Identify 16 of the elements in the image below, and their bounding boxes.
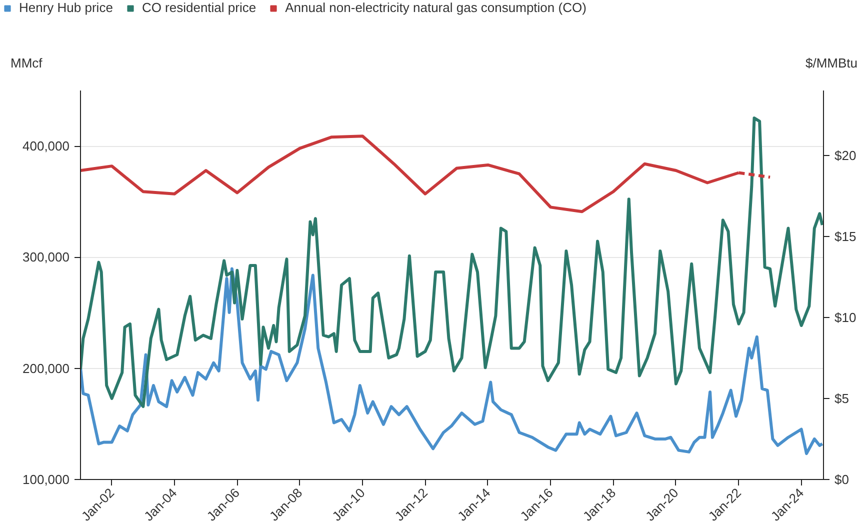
- line-series: [80, 116, 824, 408]
- y-tick-label: 400,000: [22, 138, 70, 154]
- legend-label: Henry Hub price: [19, 0, 113, 15]
- y-tick-label: 200,000: [22, 360, 70, 376]
- y2-tick-label: $20: [834, 148, 856, 163]
- y-tick-label: 100,000: [22, 472, 70, 487]
- y2-tick-label: $0: [834, 472, 849, 487]
- y2-tick-label: $15: [834, 228, 856, 244]
- legend-label: CO residential price: [142, 0, 256, 15]
- y2-tick-label: $5: [834, 390, 849, 406]
- legend-label: Annual non-electricity natural gas consumption (CO): [285, 0, 586, 15]
- y2-tick-label: $10: [834, 310, 856, 325]
- y-tick-label: 300,000: [22, 250, 70, 265]
- y-axis-title: MMcf: [10, 56, 43, 70]
- y2-axis-title: $/MMBtu: [805, 56, 858, 70]
- line-series: [80, 267, 824, 456]
